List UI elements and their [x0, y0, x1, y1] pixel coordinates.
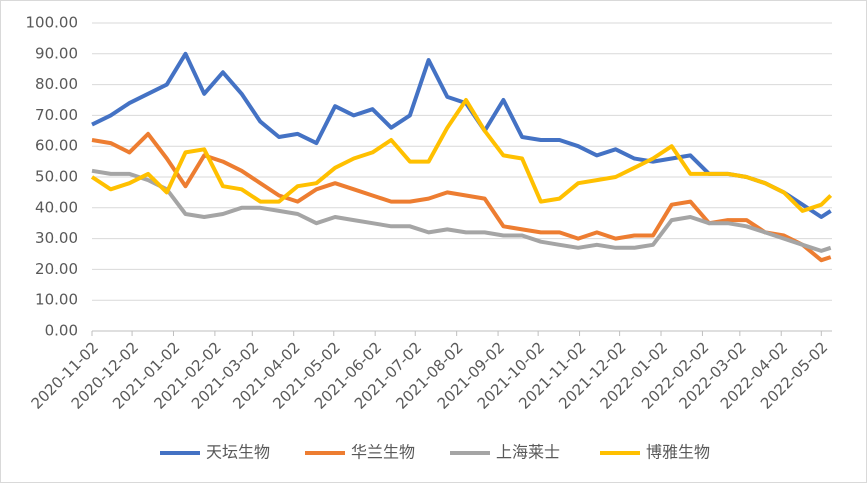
y-tick-label: 50.00	[35, 168, 78, 186]
legend-label: 上海莱士	[496, 443, 560, 462]
series-line	[91, 168, 832, 253]
legend-label: 华兰生物	[351, 443, 415, 462]
y-tick-label: 90.00	[35, 44, 78, 62]
y-tick-label: 80.00	[35, 75, 78, 93]
legend-label: 博雅生物	[646, 443, 710, 462]
y-tick-label: 0.00	[45, 322, 78, 340]
y-tick-label: 40.00	[35, 198, 78, 216]
y-tick-label: 100.00	[26, 14, 79, 32]
y-tick-label: 30.00	[35, 229, 78, 247]
y-tick-label: 20.00	[35, 260, 78, 278]
series-line	[90, 98, 833, 213]
y-tick-label: 60.00	[35, 137, 78, 155]
y-tick-label: 10.00	[35, 291, 78, 309]
y-tick-label: 70.00	[35, 106, 78, 124]
legend-label: 天坛生物	[206, 443, 270, 462]
